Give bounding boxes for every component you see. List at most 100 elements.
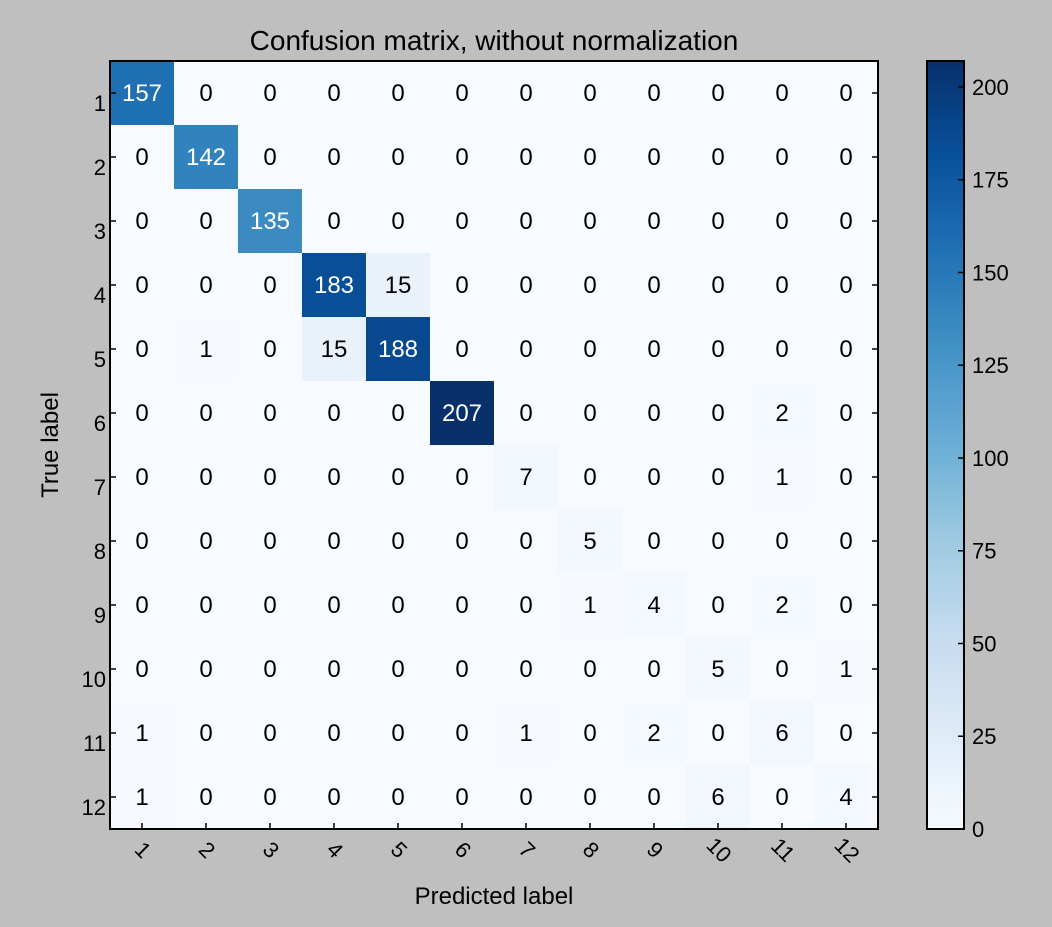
heatmap-cell — [814, 765, 879, 830]
cell-value-label: 0 — [583, 400, 596, 427]
cell-value-label: 0 — [199, 208, 212, 235]
heatmap-cell — [494, 381, 559, 446]
cell-value-label: 0 — [839, 528, 852, 555]
y-tick-label: 11 — [83, 731, 106, 756]
heatmap-cell — [814, 573, 879, 638]
cell-value-label: 0 — [199, 720, 212, 747]
colorbar-tick-label: 100 — [972, 446, 1009, 471]
heatmap-cell — [622, 765, 687, 830]
heatmap-cell — [174, 253, 239, 318]
heatmap-cell — [814, 61, 879, 126]
heatmap-cell — [366, 445, 431, 510]
cell-value-label: 0 — [327, 208, 340, 235]
heatmap-cell — [750, 381, 815, 446]
cell-value-label: 1 — [135, 784, 148, 811]
heatmap-cell — [494, 189, 559, 254]
y-tick-label: 3 — [94, 219, 106, 244]
heatmap-cell — [750, 445, 815, 510]
cell-value-label: 0 — [583, 208, 596, 235]
cell-value-label: 2 — [775, 592, 788, 619]
cell-value-label: 2 — [647, 720, 660, 747]
heatmap-cell — [622, 189, 687, 254]
cell-value-label: 135 — [250, 208, 290, 235]
heatmap-cell — [302, 765, 367, 830]
heatmap-cell — [494, 573, 559, 638]
heatmap-cell — [110, 317, 175, 382]
heatmap-cell — [366, 317, 431, 382]
heatmap-cell — [558, 445, 623, 510]
cell-value-label: 0 — [519, 784, 532, 811]
heatmap-cell — [494, 765, 559, 830]
cell-value-label: 0 — [135, 272, 148, 299]
heatmap-cell — [174, 573, 239, 638]
heatmap-cell — [366, 765, 431, 830]
x-tick-label: 6 — [450, 837, 476, 863]
cell-value-label: 0 — [263, 400, 276, 427]
cell-value-label: 15 — [321, 336, 348, 363]
y-tick-label: 2 — [94, 155, 106, 180]
cell-value-label: 5 — [583, 528, 596, 555]
heatmap-cell — [686, 125, 751, 190]
cell-value-label: 0 — [711, 464, 724, 491]
cell-value-label: 0 — [327, 80, 340, 107]
heatmap-cell — [430, 61, 495, 126]
cell-value-label: 0 — [775, 208, 788, 235]
cell-value-label: 157 — [122, 80, 162, 107]
cell-value-label: 0 — [455, 720, 468, 747]
cell-value-label: 0 — [391, 80, 404, 107]
heatmap-cell — [750, 701, 815, 766]
cell-value-label: 0 — [839, 720, 852, 747]
cell-value-label: 0 — [135, 144, 148, 171]
cell-value-label: 0 — [263, 336, 276, 363]
cell-value-label: 1 — [775, 464, 788, 491]
cell-value-label: 0 — [519, 272, 532, 299]
cell-value-label: 1 — [135, 720, 148, 747]
cell-value-label: 0 — [519, 656, 532, 683]
x-tick-label: 4 — [322, 837, 348, 863]
cell-value-label: 0 — [711, 528, 724, 555]
cell-value-label: 0 — [135, 336, 148, 363]
heatmap-cell — [110, 253, 175, 318]
cell-value-label: 6 — [775, 720, 788, 747]
cell-value-label: 0 — [455, 528, 468, 555]
heatmap-cell — [814, 253, 879, 318]
heatmap-cell — [558, 253, 623, 318]
cell-value-label: 0 — [199, 784, 212, 811]
cell-value-label: 0 — [775, 272, 788, 299]
x-axis-label: Predicted label — [415, 883, 574, 910]
heatmap-cell — [686, 509, 751, 574]
cell-value-label: 0 — [839, 592, 852, 619]
x-tick-label: 3 — [258, 837, 284, 863]
cell-value-label: 0 — [647, 464, 660, 491]
heatmap-cell — [814, 125, 879, 190]
heatmap-cell — [814, 317, 879, 382]
cell-value-label: 0 — [199, 592, 212, 619]
heatmap-cell — [302, 317, 367, 382]
heatmap-cell — [238, 189, 303, 254]
heatmap-cell — [110, 637, 175, 702]
heatmap-cell — [750, 509, 815, 574]
cell-value-label: 0 — [583, 144, 596, 171]
cell-value-label: 0 — [711, 208, 724, 235]
cell-value-label: 0 — [839, 144, 852, 171]
cell-value-label: 0 — [199, 400, 212, 427]
cell-value-label: 0 — [647, 400, 660, 427]
heatmap-cell — [430, 701, 495, 766]
heatmap-cell — [238, 317, 303, 382]
cell-value-label: 0 — [327, 720, 340, 747]
colorbar-tick-label: 175 — [972, 168, 1009, 193]
heatmap-cell — [622, 509, 687, 574]
heatmap-cell — [622, 701, 687, 766]
cell-value-label: 0 — [135, 208, 148, 235]
heatmap-cell — [174, 701, 239, 766]
cell-value-label: 0 — [711, 144, 724, 171]
cell-value-label: 2 — [775, 400, 788, 427]
heatmap-cell — [814, 189, 879, 254]
cell-value-label: 0 — [647, 336, 660, 363]
cell-value-label: 0 — [135, 528, 148, 555]
x-tick-label: 11 — [766, 833, 800, 867]
heatmap-cell — [558, 765, 623, 830]
heatmap-cell — [558, 61, 623, 126]
heatmap-cell — [494, 61, 559, 126]
